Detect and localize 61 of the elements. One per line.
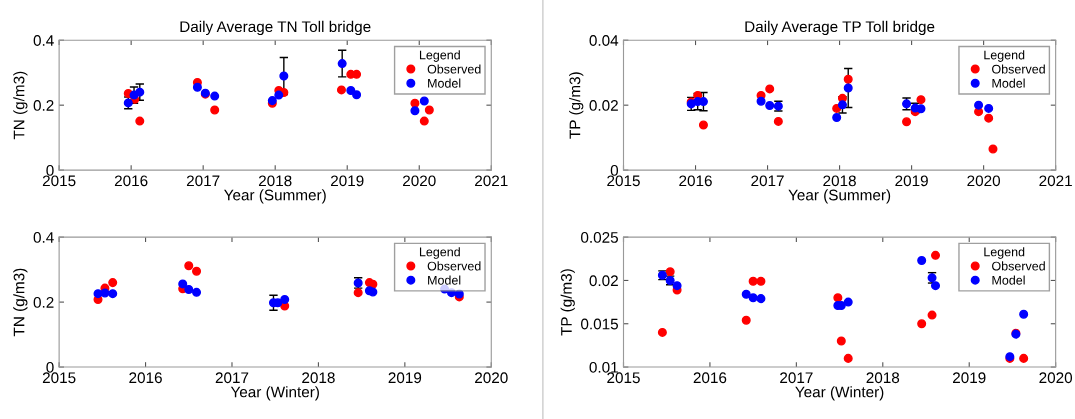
x-tick-label: 2018 bbox=[302, 372, 335, 384]
x-tick-label: 2015 bbox=[42, 372, 76, 384]
y-axis-title: TN (g/m3) bbox=[13, 71, 28, 140]
y-tick-label: 0 bbox=[610, 164, 619, 176]
y-tick-label: 0.02 bbox=[589, 275, 618, 287]
legend-label: Model bbox=[428, 275, 461, 285]
x-tick-label: 2017 bbox=[186, 175, 220, 187]
x-axis-title: Year (Summer) bbox=[224, 189, 326, 204]
x-tick-label: 2016 bbox=[129, 372, 162, 384]
y-tick-label: 0.01 bbox=[589, 361, 618, 373]
x-tick-label: 2019 bbox=[388, 372, 422, 384]
legend-label: Observed bbox=[992, 261, 1045, 271]
y-tick-label: 0.2 bbox=[33, 100, 54, 111]
legend-label: Model bbox=[992, 275, 1025, 285]
y-tick-label: 0.4 bbox=[33, 35, 54, 46]
x-tick-label: 2019 bbox=[953, 372, 986, 384]
x-tick-label: 2017 bbox=[780, 372, 813, 384]
x-tick-label: 2020 bbox=[1039, 372, 1073, 384]
y-tick-label: 0.015 bbox=[581, 318, 618, 330]
x-tick-label: 2016 bbox=[679, 175, 712, 187]
x-tick-label: 2017 bbox=[751, 175, 784, 187]
legend-label: Observed bbox=[427, 64, 481, 74]
x-tick-label: 2015 bbox=[607, 175, 640, 187]
legend-title: Legend bbox=[419, 50, 460, 62]
x-tick-label: 2020 bbox=[475, 372, 508, 384]
x-tick-label: 2018 bbox=[258, 175, 292, 187]
y-tick-label: 0.4 bbox=[33, 232, 54, 243]
x-tick-label: 2019 bbox=[331, 175, 364, 187]
x-tick-label: 2015 bbox=[42, 175, 76, 187]
chart-title: Daily Average TP Toll bridge bbox=[745, 20, 935, 36]
x-tick-label: 2020 bbox=[967, 175, 1001, 187]
chart-title: Daily Average TN Toll bridge bbox=[180, 20, 371, 36]
y-axis-title: TP (g/m3) bbox=[560, 269, 575, 336]
x-tick-label: 2015 bbox=[607, 372, 640, 384]
x-tick-label: 2016 bbox=[693, 372, 727, 384]
y-tick-label: 0.04 bbox=[589, 35, 619, 46]
legend-label: Model bbox=[992, 78, 1025, 88]
y-tick-label: 0 bbox=[46, 164, 54, 176]
x-axis-title: Year (Summer) bbox=[788, 189, 891, 204]
legend-title: Legend bbox=[419, 247, 460, 259]
y-tick-label: 0.02 bbox=[589, 100, 618, 111]
x-tick-label: 2021 bbox=[1039, 175, 1072, 187]
x-tick-label: 2018 bbox=[823, 175, 856, 187]
legend-title: Legend bbox=[984, 50, 1025, 62]
y-tick-label: 0.2 bbox=[33, 296, 54, 308]
x-tick-label: 2019 bbox=[895, 175, 928, 187]
legend-label: Model bbox=[428, 78, 461, 88]
y-tick-label: 0.025 bbox=[581, 232, 618, 243]
x-tick-label: 2021 bbox=[475, 175, 508, 187]
x-tick-label: 2016 bbox=[114, 175, 148, 187]
legend-label: Observed bbox=[427, 261, 481, 271]
y-tick-label: 0 bbox=[46, 361, 54, 373]
x-axis-title: Year (Winter) bbox=[795, 386, 884, 401]
y-axis-title: TN (g/m3) bbox=[13, 268, 28, 337]
x-tick-label: 2017 bbox=[215, 372, 249, 384]
x-axis-title: Year (Winter) bbox=[230, 386, 319, 401]
x-tick-label: 2020 bbox=[403, 175, 436, 187]
x-tick-label: 2018 bbox=[866, 372, 900, 384]
legend-label: Observed bbox=[992, 64, 1045, 74]
legend-title: Legend bbox=[984, 247, 1025, 259]
y-axis-title: TP (g/m3) bbox=[569, 72, 584, 139]
